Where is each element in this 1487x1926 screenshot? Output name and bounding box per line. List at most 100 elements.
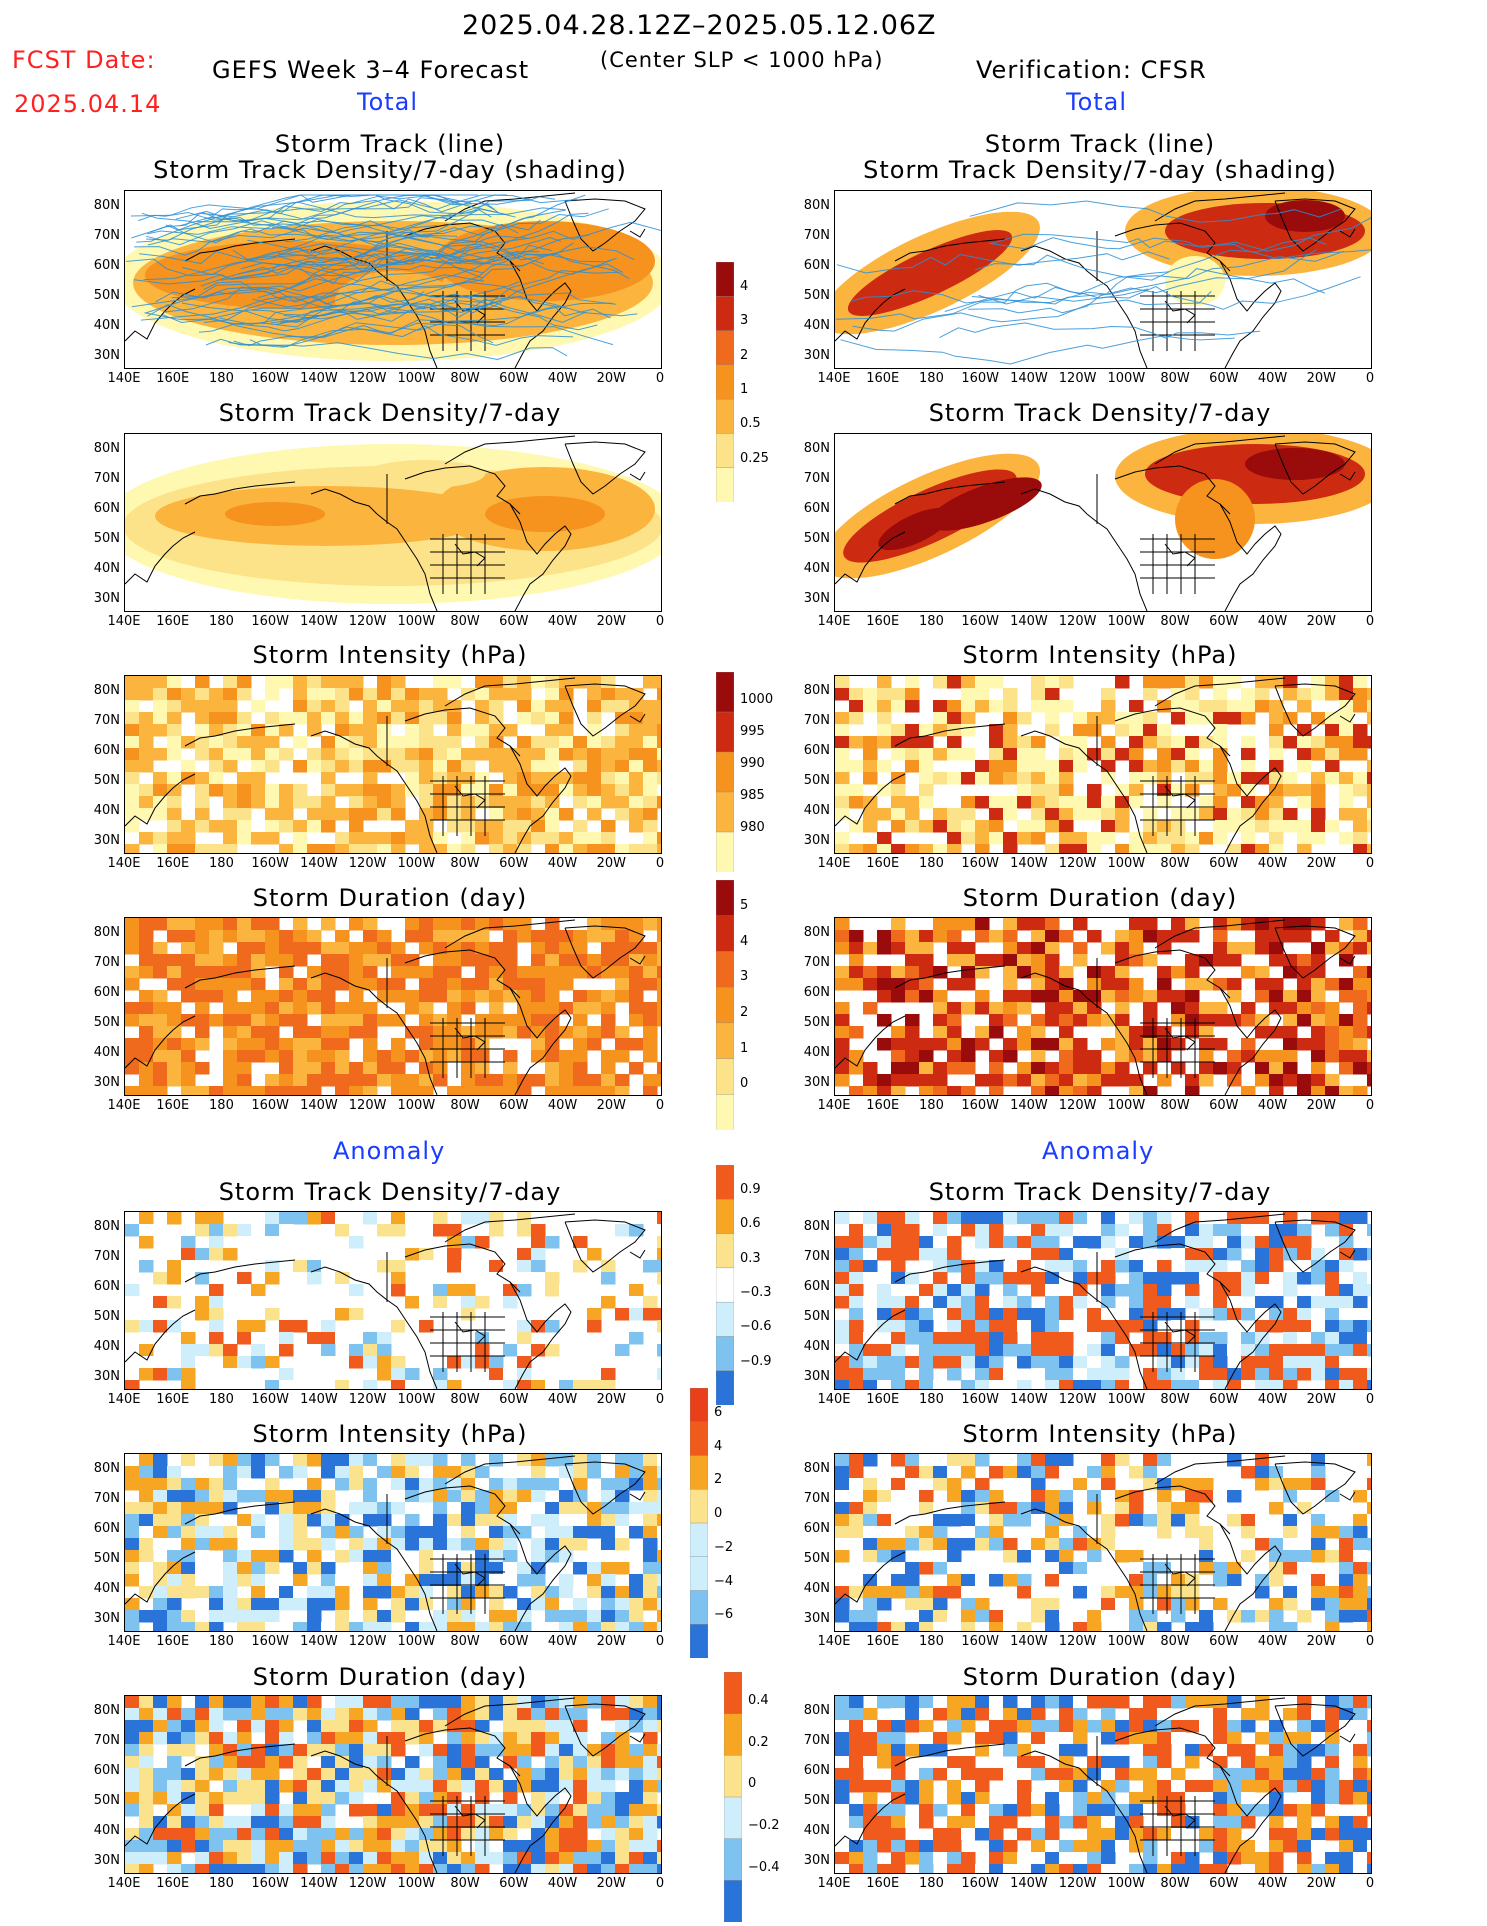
lat-tick-label: 70N <box>803 471 830 486</box>
lon-tick-label: 40W <box>1257 371 1288 386</box>
lon-tick-label: 0 <box>655 1098 665 1113</box>
map-intensity-verification <box>834 675 1372 854</box>
lon-tick-label: 140E <box>817 856 851 871</box>
lon-tick-label: 120W <box>1058 1392 1097 1407</box>
lon-tick-label: 160W <box>251 856 289 871</box>
lon-tick-label: 100W <box>1107 371 1146 386</box>
lon-tick-label: 60W <box>1209 1392 1239 1407</box>
lon-tick-label: 180 <box>209 614 234 629</box>
colorbar-tick-label: 6 <box>714 1404 723 1420</box>
lat-tick-label: 80N <box>803 1703 830 1718</box>
lon-tick-label: 100W <box>1107 1876 1146 1891</box>
lon-tick-label: 140W <box>1010 1098 1048 1113</box>
lon-tick-label: 140W <box>1010 1634 1048 1649</box>
lon-tick-label: 60W <box>1209 371 1239 386</box>
lon-tick-label: 40W <box>547 1634 578 1649</box>
lat-tick-label: 70N <box>803 1733 830 1748</box>
colorbar-density-anomaly: 0.9 0.6 0.3 −0.3 −0.6 −0.9 <box>715 1164 772 1406</box>
colorbar-tick-label: 2 <box>740 347 749 363</box>
colorbar-tick-label: 2 <box>740 1005 749 1020</box>
lon-tick-label: 60W <box>1209 1876 1239 1891</box>
panel-title-duration-anom-right: Storm Duration (day) <box>962 1663 1238 1691</box>
lat-tick-label: 60N <box>93 1521 120 1536</box>
lon-tick-label: 180 <box>209 1634 234 1649</box>
lat-tick-label: 50N <box>803 288 830 303</box>
lat-tick-label: 40N <box>803 1581 830 1596</box>
lon-tick-label: 20W <box>596 1098 626 1113</box>
lon-tick-label: 40W <box>1257 1392 1288 1407</box>
lat-tick-label: 30N <box>803 1369 830 1384</box>
colorbar-intensity-anomaly: 6 4 2 0 −2 −4 −6 <box>689 1387 733 1659</box>
lat-tick-label: 70N <box>803 228 830 243</box>
map-density-verification <box>834 433 1372 612</box>
lon-tick-label: 80W <box>1160 1634 1190 1649</box>
lat-tick-label: 70N <box>93 955 120 970</box>
colorbar-tick-label: −0.9 <box>740 1353 772 1369</box>
lon-tick-label: 160W <box>961 371 999 386</box>
lat-tick-label: 40N <box>93 1339 120 1354</box>
colorbar-tick-label: 3 <box>740 313 749 329</box>
map-field <box>125 1212 661 1389</box>
panel-title-duration-left: Storm Duration (day) <box>252 884 528 912</box>
lon-tick-label: 20W <box>1306 614 1336 629</box>
map-intensity-anom-forecast <box>124 1453 662 1632</box>
lon-tick-label: 120W <box>348 1634 387 1649</box>
lon-tick-label: 120W <box>348 1876 387 1891</box>
lat-tick-label: 30N <box>93 591 120 606</box>
lon-tick-label: 140E <box>817 614 851 629</box>
map-duration-verification <box>834 917 1372 1096</box>
lat-tick-label: 80N <box>803 198 830 213</box>
lon-tick-label: 160E <box>866 1098 900 1113</box>
lon-tick-label: 20W <box>596 371 626 386</box>
lon-tick-label: 0 <box>655 614 665 629</box>
lon-tick-label: 100W <box>397 856 436 871</box>
lon-tick-label: 100W <box>397 1098 436 1113</box>
colorbar-tick-label: 0 <box>748 1776 757 1792</box>
lon-tick-label: 120W <box>1058 1876 1097 1891</box>
lat-tick-label: 70N <box>93 1491 120 1506</box>
lat-tick-label: 50N <box>93 1015 120 1030</box>
lon-tick-label: 100W <box>1107 1098 1146 1113</box>
lon-tick-label: 60W <box>1209 1098 1239 1113</box>
lon-tick-label: 40W <box>547 371 578 386</box>
lon-tick-label: 0 <box>655 371 665 386</box>
lat-tick-label: 80N <box>93 1219 120 1234</box>
panel-title-duration-right: Storm Duration (day) <box>962 884 1238 912</box>
lat-tick-label: 40N <box>803 1045 830 1060</box>
colorbar-tick-label: −6 <box>714 1607 734 1623</box>
lat-tick-label: 60N <box>803 501 830 516</box>
lat-tick-label: 30N <box>803 348 830 363</box>
colorbar-tick-label: 5 <box>740 897 749 913</box>
lon-tick-label: 160W <box>251 614 289 629</box>
lon-tick-label: 120W <box>1058 1634 1097 1649</box>
lat-tick-label: 30N <box>803 1853 830 1868</box>
lat-tick-label: 60N <box>803 1521 830 1536</box>
colorbar-swatches <box>689 1387 709 1659</box>
colorbar-tick-label: 3 <box>740 969 749 985</box>
map-field <box>125 435 661 611</box>
lon-tick-label: 40W <box>1257 614 1288 629</box>
lon-tick-label: 160W <box>251 1634 289 1649</box>
map-density-forecast <box>124 433 662 612</box>
lon-tick-label: 140W <box>1010 856 1048 871</box>
lon-tick-label: 140W <box>1010 1876 1048 1891</box>
lat-tick-label: 70N <box>93 713 120 728</box>
lon-tick-label: 20W <box>596 856 626 871</box>
lon-tick-label: 80W <box>1160 1098 1190 1113</box>
colorbar-swatches <box>723 1671 743 1923</box>
colorbar-duration-anomaly: 0.4 0.2 0 −0.2 −0.4 <box>723 1671 780 1923</box>
lon-tick-label: 60W <box>1209 856 1239 871</box>
map-field <box>125 918 661 1095</box>
lon-tick-label: 20W <box>596 614 626 629</box>
lon-tick-label: 80W <box>450 1634 480 1649</box>
lon-tick-label: 100W <box>397 1392 436 1407</box>
lon-tick-label: 180 <box>209 1392 234 1407</box>
lon-tick-label: 0 <box>655 1876 665 1891</box>
lat-tick-label: 40N <box>803 318 830 333</box>
lat-tick-label: 80N <box>803 1461 830 1476</box>
lat-tick-label: 50N <box>803 1793 830 1808</box>
map-track-forecast <box>124 190 662 369</box>
colorbar-density-total: 4 3 2 1 0.5 0.25 <box>715 261 769 503</box>
left-column-title: GEFS Week 3–4 Forecast <box>212 56 530 84</box>
lon-tick-label: 40W <box>547 856 578 871</box>
